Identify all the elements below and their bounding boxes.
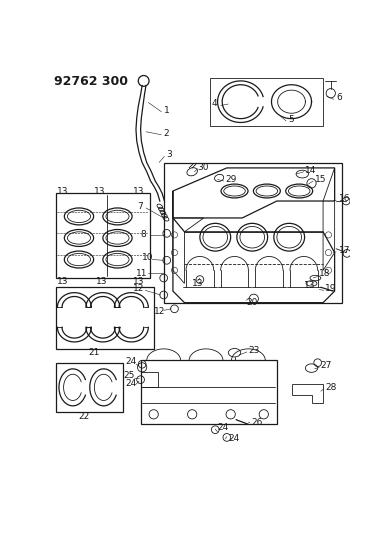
Text: 25: 25 (123, 370, 134, 379)
Text: 14: 14 (305, 166, 317, 175)
Text: 13: 13 (192, 279, 204, 288)
Text: 11: 11 (136, 269, 147, 278)
Text: 4: 4 (211, 100, 217, 109)
Text: 26: 26 (252, 418, 263, 427)
Text: 1: 1 (164, 106, 169, 115)
Text: 24: 24 (125, 379, 136, 388)
Text: 28: 28 (325, 383, 337, 392)
Bar (164, 163, 342, 303)
Text: 2: 2 (164, 129, 169, 138)
Text: 13: 13 (57, 187, 69, 196)
Text: 13: 13 (94, 187, 106, 196)
Text: 30: 30 (198, 163, 209, 172)
Text: 12: 12 (133, 284, 144, 293)
Text: 13: 13 (304, 281, 316, 290)
Text: 17: 17 (339, 246, 350, 255)
Text: 29: 29 (225, 175, 237, 184)
Text: 20: 20 (246, 298, 257, 307)
Text: 92762 300: 92762 300 (53, 75, 128, 88)
Bar (56, 363, 123, 412)
Text: 23: 23 (248, 346, 260, 355)
Text: 8: 8 (140, 230, 146, 239)
Text: 10: 10 (142, 254, 154, 262)
Text: 13: 13 (133, 187, 144, 196)
Text: 7: 7 (137, 202, 142, 211)
Text: 13: 13 (96, 277, 107, 286)
Text: 6: 6 (336, 93, 342, 102)
Text: 16: 16 (339, 194, 350, 203)
Text: 13: 13 (133, 277, 144, 286)
Text: 18: 18 (319, 269, 331, 278)
Text: 21: 21 (89, 348, 100, 357)
Text: 15: 15 (315, 175, 326, 184)
Text: 12: 12 (154, 308, 165, 317)
Text: 19: 19 (325, 284, 337, 293)
Bar (140, 372, 158, 387)
Text: 24: 24 (218, 423, 229, 432)
Text: 13: 13 (57, 277, 69, 286)
Text: 24: 24 (229, 434, 239, 443)
Bar (56, 287, 154, 349)
Text: 22: 22 (79, 412, 90, 421)
Text: 24: 24 (125, 357, 136, 366)
Bar (56, 193, 150, 278)
Bar (140, 360, 277, 424)
Text: 27: 27 (321, 361, 332, 370)
Bar (210, 78, 323, 126)
Text: 3: 3 (167, 150, 172, 159)
Text: 5: 5 (289, 115, 294, 124)
